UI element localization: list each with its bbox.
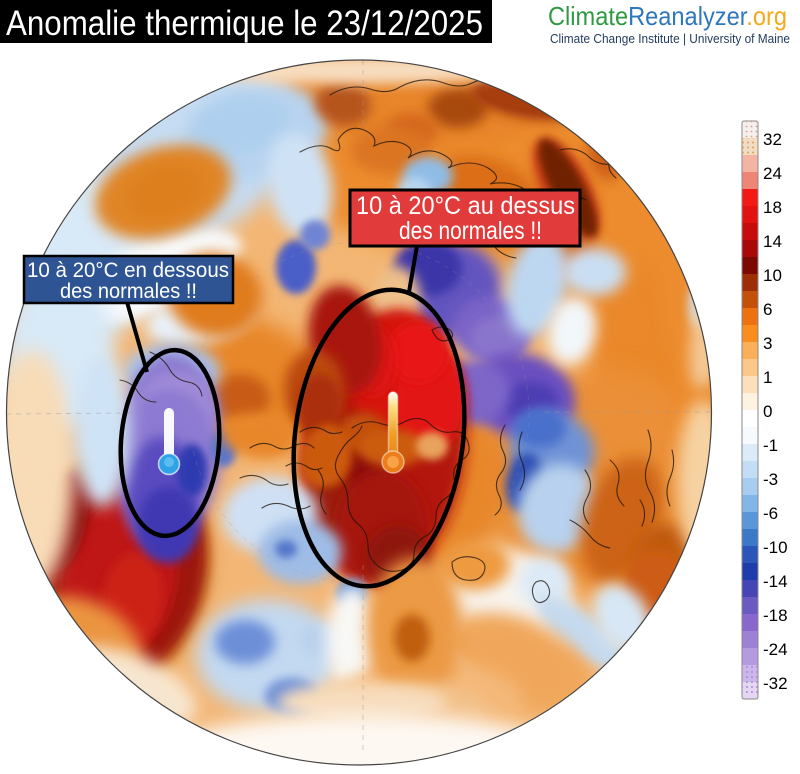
svg-text:-18: -18 xyxy=(763,606,788,625)
svg-text:-10: -10 xyxy=(763,538,788,557)
svg-text:des normales !!: des normales !! xyxy=(399,217,542,245)
svg-text:-3: -3 xyxy=(763,470,778,489)
svg-text:10 à 20°C en dessous: 10 à 20°C en dessous xyxy=(27,259,229,282)
svg-text:-24: -24 xyxy=(763,640,788,659)
svg-text:-14: -14 xyxy=(763,572,788,591)
svg-text:14: 14 xyxy=(763,232,782,251)
svg-text:-1: -1 xyxy=(763,436,778,455)
svg-text:18: 18 xyxy=(763,198,782,217)
svg-text:ClimateReanalyzer.org: ClimateReanalyzer.org xyxy=(548,1,787,31)
svg-text:-32: -32 xyxy=(763,674,788,693)
svg-text:10 à 20°C au dessus: 10 à 20°C au dessus xyxy=(356,192,575,220)
svg-text:0: 0 xyxy=(763,402,772,421)
svg-text:des normales !!: des normales !! xyxy=(60,280,197,303)
svg-text:3: 3 xyxy=(763,334,772,353)
svg-text:1: 1 xyxy=(763,368,772,387)
svg-text:10: 10 xyxy=(763,266,782,285)
svg-text:6: 6 xyxy=(763,300,772,319)
svg-text:-6: -6 xyxy=(763,504,778,523)
svg-text:32: 32 xyxy=(763,130,782,149)
svg-text:Anomalie thermique le 23/12/20: Anomalie thermique le 23/12/2025 xyxy=(6,4,483,43)
svg-text:Climate Change Institute | Uni: Climate Change Institute | University of… xyxy=(550,31,790,46)
svg-text:24: 24 xyxy=(763,164,782,183)
